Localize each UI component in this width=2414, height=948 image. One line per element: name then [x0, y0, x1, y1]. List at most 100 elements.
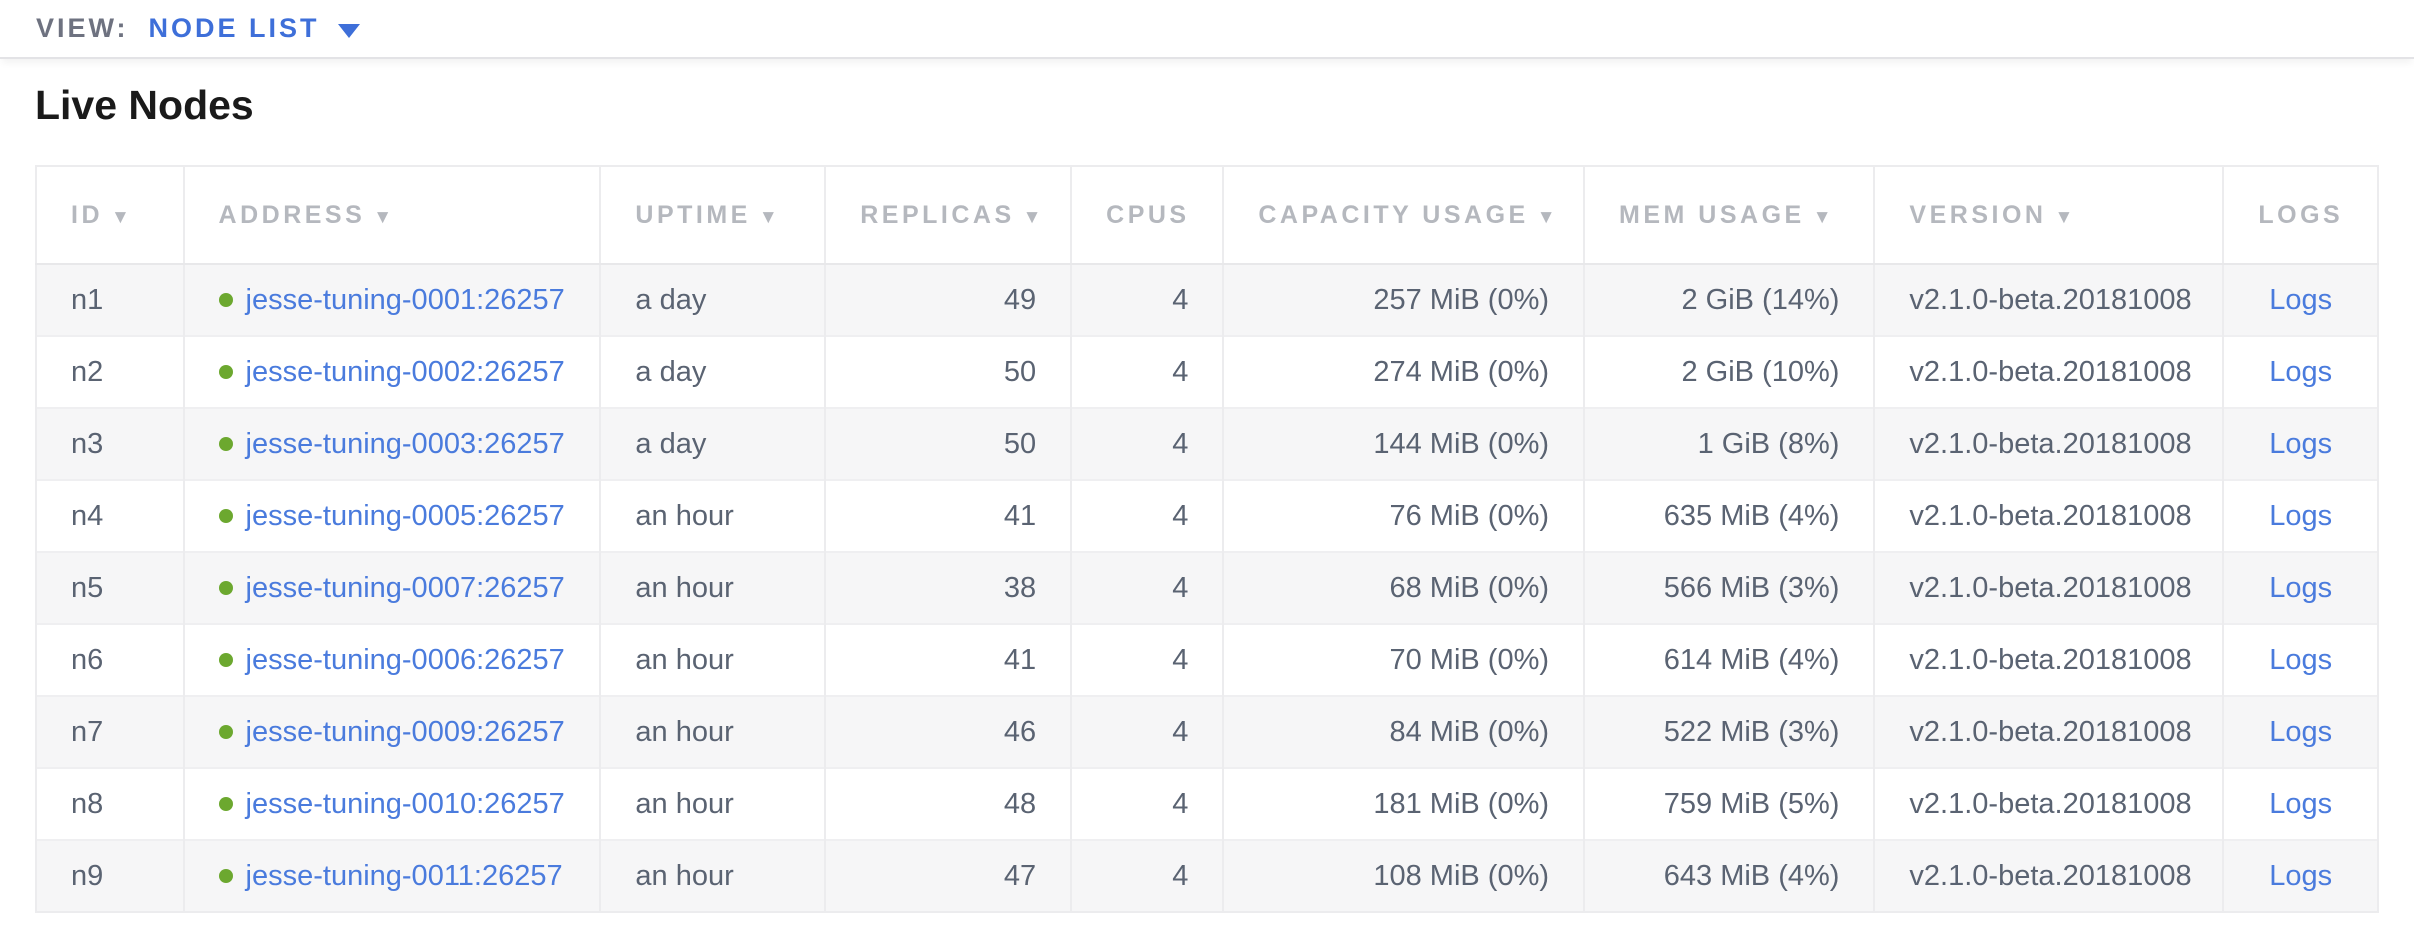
column-header-uptime[interactable]: UPTIME ▼: [599, 166, 827, 265]
column-header-capacity_usage[interactable]: CAPACITY USAGE ▼: [1222, 166, 1586, 265]
sort-arrow-icon: ▼: [1536, 206, 1559, 228]
table-header-row: ID ▼ ADDRESS ▼ UPTIME ▼ REPLICAS ▼ CPUS CAPACITY …: [35, 166, 2379, 265]
cell-version: v2.1.0-beta.20181008: [1873, 839, 2225, 912]
cell-mem_usage: 2 GiB (10%): [1583, 335, 1876, 408]
logs-link[interactable]: Logs: [2269, 715, 2333, 748]
cell-version: v2.1.0-beta.20181008: [1873, 407, 2225, 480]
node-address-link[interactable]: jesse-tuning-0003:26257: [245, 427, 565, 460]
table-row: n3 jesse-tuning-0003:26257 a day 50 4 144 MiB…: [35, 407, 2379, 480]
column-header-label: LOGS: [2258, 200, 2344, 229]
page-title: Live Nodes: [35, 82, 254, 128]
cell-address: jesse-tuning-0010:26257: [182, 767, 602, 840]
cell-replicas: 50: [824, 335, 1073, 408]
cell-id: n2: [35, 335, 185, 408]
table-body: n1 jesse-tuning-0001:26257 a day 49 4 257 MiB…: [35, 263, 2379, 912]
node-address-link[interactable]: jesse-tuning-0010:26257: [245, 787, 565, 820]
logs-link[interactable]: Logs: [2269, 571, 2333, 604]
logs-link[interactable]: Logs: [2269, 643, 2333, 676]
cell-cpus: 4: [1070, 551, 1225, 624]
cell-replicas: 48: [824, 767, 1073, 840]
node-live-status-icon: [218, 364, 233, 379]
node-live-status-icon: [218, 292, 233, 307]
view-dropdown-value: NODE LIST: [148, 13, 320, 43]
cell-uptime: an hour: [599, 695, 827, 768]
logs-link[interactable]: Logs: [2269, 859, 2333, 892]
cell-uptime: an hour: [599, 623, 827, 696]
column-header-cpus: CPUS: [1070, 166, 1225, 265]
cell-capacity_usage: 274 MiB (0%): [1222, 335, 1586, 408]
sort-arrow-icon: ▼: [1022, 206, 1045, 228]
table-row: n4 jesse-tuning-0005:26257 an hour 41 4 76 Mi…: [35, 479, 2379, 552]
view-selector-bar: VIEW: NODE LIST: [0, 0, 2414, 59]
column-header-version[interactable]: VERSION ▼: [1873, 166, 2225, 265]
node-address-link[interactable]: jesse-tuning-0007:26257: [245, 571, 565, 604]
cell-capacity_usage: 257 MiB (0%): [1222, 263, 1586, 336]
cell-cpus: 4: [1070, 623, 1225, 696]
cell-logs: Logs: [2222, 407, 2379, 480]
node-live-status-icon: [218, 652, 233, 667]
cell-version: v2.1.0-beta.20181008: [1873, 551, 2225, 624]
cell-address: jesse-tuning-0003:26257: [182, 407, 602, 480]
cell-address: jesse-tuning-0011:26257: [182, 839, 602, 912]
table-row: n2 jesse-tuning-0002:26257 a day 50 4 274 MiB…: [35, 335, 2379, 408]
cell-id: n8: [35, 767, 185, 840]
cell-id: n1: [35, 263, 185, 336]
cell-mem_usage: 643 MiB (4%): [1583, 839, 1876, 912]
cell-cpus: 4: [1070, 767, 1225, 840]
node-address-link[interactable]: jesse-tuning-0009:26257: [245, 715, 565, 748]
cell-capacity_usage: 144 MiB (0%): [1222, 407, 1586, 480]
node-address-link[interactable]: jesse-tuning-0006:26257: [245, 643, 565, 676]
cell-logs: Logs: [2222, 263, 2379, 336]
cell-capacity_usage: 181 MiB (0%): [1222, 767, 1586, 840]
node-address-link[interactable]: jesse-tuning-0002:26257: [245, 355, 565, 388]
node-address-link[interactable]: jesse-tuning-0005:26257: [245, 499, 565, 532]
cell-version: v2.1.0-beta.20181008: [1873, 335, 2225, 408]
cell-uptime: an hour: [599, 767, 827, 840]
cell-logs: Logs: [2222, 335, 2379, 408]
logs-link[interactable]: Logs: [2269, 499, 2333, 532]
view-dropdown[interactable]: NODE LIST: [149, 13, 360, 44]
cell-id: n7: [35, 695, 185, 768]
cell-replicas: 46: [824, 695, 1073, 768]
cell-address: jesse-tuning-0002:26257: [182, 335, 602, 408]
node-address-link[interactable]: jesse-tuning-0001:26257: [245, 283, 565, 316]
sort-arrow-icon: ▼: [1812, 206, 1836, 228]
cell-replicas: 41: [824, 479, 1073, 552]
cell-replicas: 47: [824, 839, 1073, 912]
cell-mem_usage: 2 GiB (14%): [1583, 263, 1876, 336]
column-header-label: VERSION: [1909, 200, 2047, 229]
cell-capacity_usage: 68 MiB (0%): [1222, 551, 1586, 624]
cell-logs: Logs: [2222, 767, 2379, 840]
sort-arrow-icon: ▼: [373, 206, 396, 228]
table-row: n9 jesse-tuning-0011:26257 an hour 47 4 108 M…: [35, 839, 2379, 912]
table-header: ID ▼ ADDRESS ▼ UPTIME ▼ REPLICAS ▼ CPUS CAPACITY …: [35, 166, 2379, 265]
cell-address: jesse-tuning-0009:26257: [182, 695, 602, 768]
cell-replicas: 41: [824, 623, 1073, 696]
column-header-mem_usage[interactable]: MEM USAGE ▼: [1583, 166, 1876, 265]
node-address-link[interactable]: jesse-tuning-0011:26257: [245, 859, 563, 892]
cell-uptime: a day: [599, 263, 827, 336]
column-header-label: MEM USAGE: [1619, 200, 1805, 229]
cell-cpus: 4: [1070, 263, 1225, 336]
cell-logs: Logs: [2222, 839, 2379, 912]
cell-uptime: a day: [599, 335, 827, 408]
logs-link[interactable]: Logs: [2269, 355, 2333, 388]
column-header-address[interactable]: ADDRESS ▼: [182, 166, 602, 265]
cell-logs: Logs: [2222, 479, 2379, 552]
cell-replicas: 49: [824, 263, 1073, 336]
node-live-status-icon: [218, 796, 233, 811]
logs-link[interactable]: Logs: [2269, 787, 2333, 820]
column-header-id[interactable]: ID ▼: [35, 166, 185, 265]
cell-uptime: an hour: [599, 551, 827, 624]
column-header-replicas[interactable]: REPLICAS ▼: [824, 166, 1073, 265]
cell-version: v2.1.0-beta.20181008: [1873, 767, 2225, 840]
cell-version: v2.1.0-beta.20181008: [1873, 479, 2225, 552]
logs-link[interactable]: Logs: [2269, 283, 2333, 316]
logs-link[interactable]: Logs: [2269, 427, 2333, 460]
chevron-down-icon: [337, 23, 360, 38]
cell-mem_usage: 566 MiB (3%): [1583, 551, 1876, 624]
cell-address: jesse-tuning-0001:26257: [182, 263, 602, 336]
sort-arrow-icon: ▼: [111, 206, 134, 228]
cell-mem_usage: 759 MiB (5%): [1583, 767, 1876, 840]
cell-id: n5: [35, 551, 185, 624]
